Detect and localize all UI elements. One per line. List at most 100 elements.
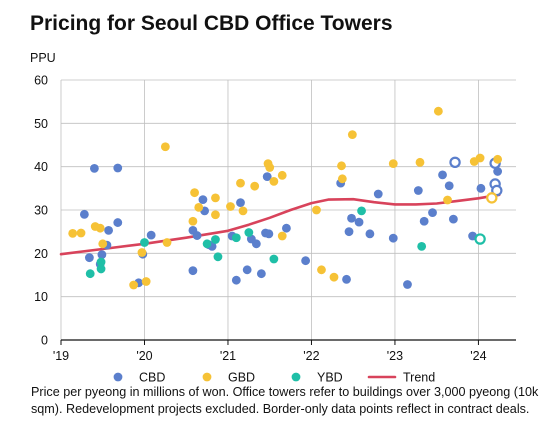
gbd-point	[312, 205, 321, 215]
gbd-contract-point	[486, 192, 498, 204]
gbd-point	[68, 229, 78, 238]
cbd-point	[448, 214, 458, 224]
gbd-point	[329, 272, 339, 282]
legend-label: YBD	[317, 371, 343, 385]
cbd-point	[113, 163, 123, 173]
cbd-point	[251, 239, 261, 249]
gbd-point	[226, 202, 235, 211]
cbd-point	[256, 269, 266, 279]
legend-swatch	[291, 372, 301, 382]
y-tick-label: 20	[34, 247, 48, 261]
footnote: Price per pyeong in millions of won. Off…	[31, 385, 539, 416]
y-tick-label: 30	[34, 204, 48, 218]
y-tick-label: 60	[34, 74, 48, 88]
gbd-point	[493, 154, 503, 164]
cbd-point	[89, 164, 99, 173]
chart-title: Pricing for Seoul CBD Office Towers	[30, 12, 393, 35]
cbd-point	[428, 208, 437, 218]
cbd-point	[413, 186, 423, 195]
legend-item-ybd: YBD	[291, 371, 343, 385]
cbd-contract-point	[449, 156, 461, 169]
x-tick-label: '23	[387, 349, 403, 363]
y-tick-label: 50	[34, 117, 48, 131]
gbd-point	[188, 216, 198, 226]
cbd-point	[444, 181, 454, 191]
gbd-point	[388, 159, 398, 169]
gbd-point	[137, 248, 147, 257]
ybd-point	[211, 235, 220, 244]
legend-label: Trend	[403, 371, 435, 385]
legend-swatch	[202, 372, 212, 382]
gbd-point	[129, 280, 139, 290]
gbd-point	[337, 161, 346, 171]
ybd-point	[417, 242, 427, 251]
gbd-point	[238, 206, 248, 216]
y-tick-label: 0	[41, 334, 48, 348]
cbd-point	[403, 280, 412, 289]
gbd-point	[277, 170, 287, 180]
cbd-point	[373, 189, 383, 199]
y-axis-label: PPU	[30, 51, 56, 65]
cbd-point	[188, 266, 198, 276]
gbd-point	[211, 210, 220, 220]
gbd-point	[277, 231, 287, 241]
gbd-point	[443, 195, 452, 205]
gbd-point	[141, 277, 151, 286]
gbd-point	[347, 130, 357, 140]
legend-item-trend: Trend	[367, 371, 435, 385]
cbd-point	[97, 250, 107, 260]
gbd-point	[98, 239, 108, 249]
trend-layer	[59, 193, 501, 256]
gbd-point	[190, 188, 199, 198]
data-points	[68, 106, 503, 290]
gbd-point	[160, 142, 170, 152]
cbd-point	[438, 170, 447, 180]
legend-item-cbd: CBD	[113, 371, 165, 385]
x-tick-label: '21	[220, 349, 236, 363]
cbd-point	[231, 275, 241, 285]
cbd-point	[282, 223, 291, 233]
cbd-point	[301, 256, 311, 266]
ybd-contract-point	[474, 233, 486, 245]
cbd-point	[146, 230, 156, 240]
cbd-point	[476, 183, 486, 193]
gbd-point	[162, 238, 172, 247]
gbd-point	[76, 228, 86, 238]
ybd-point	[96, 264, 106, 274]
ybd-point	[202, 239, 212, 249]
x-tick-label: '24	[470, 349, 486, 363]
ybd-point	[140, 238, 149, 247]
x-tick-label: '19	[53, 349, 69, 363]
y-tick-label: 40	[34, 160, 48, 174]
cbd-point	[493, 167, 503, 176]
cbd-point	[419, 216, 429, 226]
ybd-point	[85, 269, 95, 279]
gbd-point	[194, 203, 204, 212]
cbd-point	[242, 265, 252, 275]
cbd-point	[198, 195, 208, 205]
cbd-point	[104, 225, 113, 235]
trend-line	[59, 193, 501, 256]
gbd-point	[211, 193, 220, 203]
cbd-point	[236, 198, 245, 208]
gbd-point	[433, 106, 443, 116]
cbd-point	[264, 229, 274, 239]
gbd-point	[415, 157, 425, 167]
gbd-point	[250, 181, 260, 191]
x-tick-label: '22	[303, 349, 319, 363]
gbd-point	[269, 177, 279, 186]
x-tick-label: '20	[136, 349, 152, 363]
gbd-point	[337, 174, 347, 184]
cbd-point	[354, 217, 364, 227]
legend-label: GBD	[228, 371, 255, 385]
gbd-point	[475, 153, 485, 163]
cbd-point	[84, 253, 94, 263]
cbd-point	[388, 233, 398, 243]
cbd-point	[347, 213, 356, 223]
axes: 0 10 20 30 40 50 60 '19 '20 '21 '22 '23 '24	[34, 74, 516, 363]
ybd-point	[96, 257, 106, 267]
cbd-point	[79, 209, 89, 219]
ybd-point	[213, 252, 223, 262]
gbd-point	[236, 178, 245, 188]
